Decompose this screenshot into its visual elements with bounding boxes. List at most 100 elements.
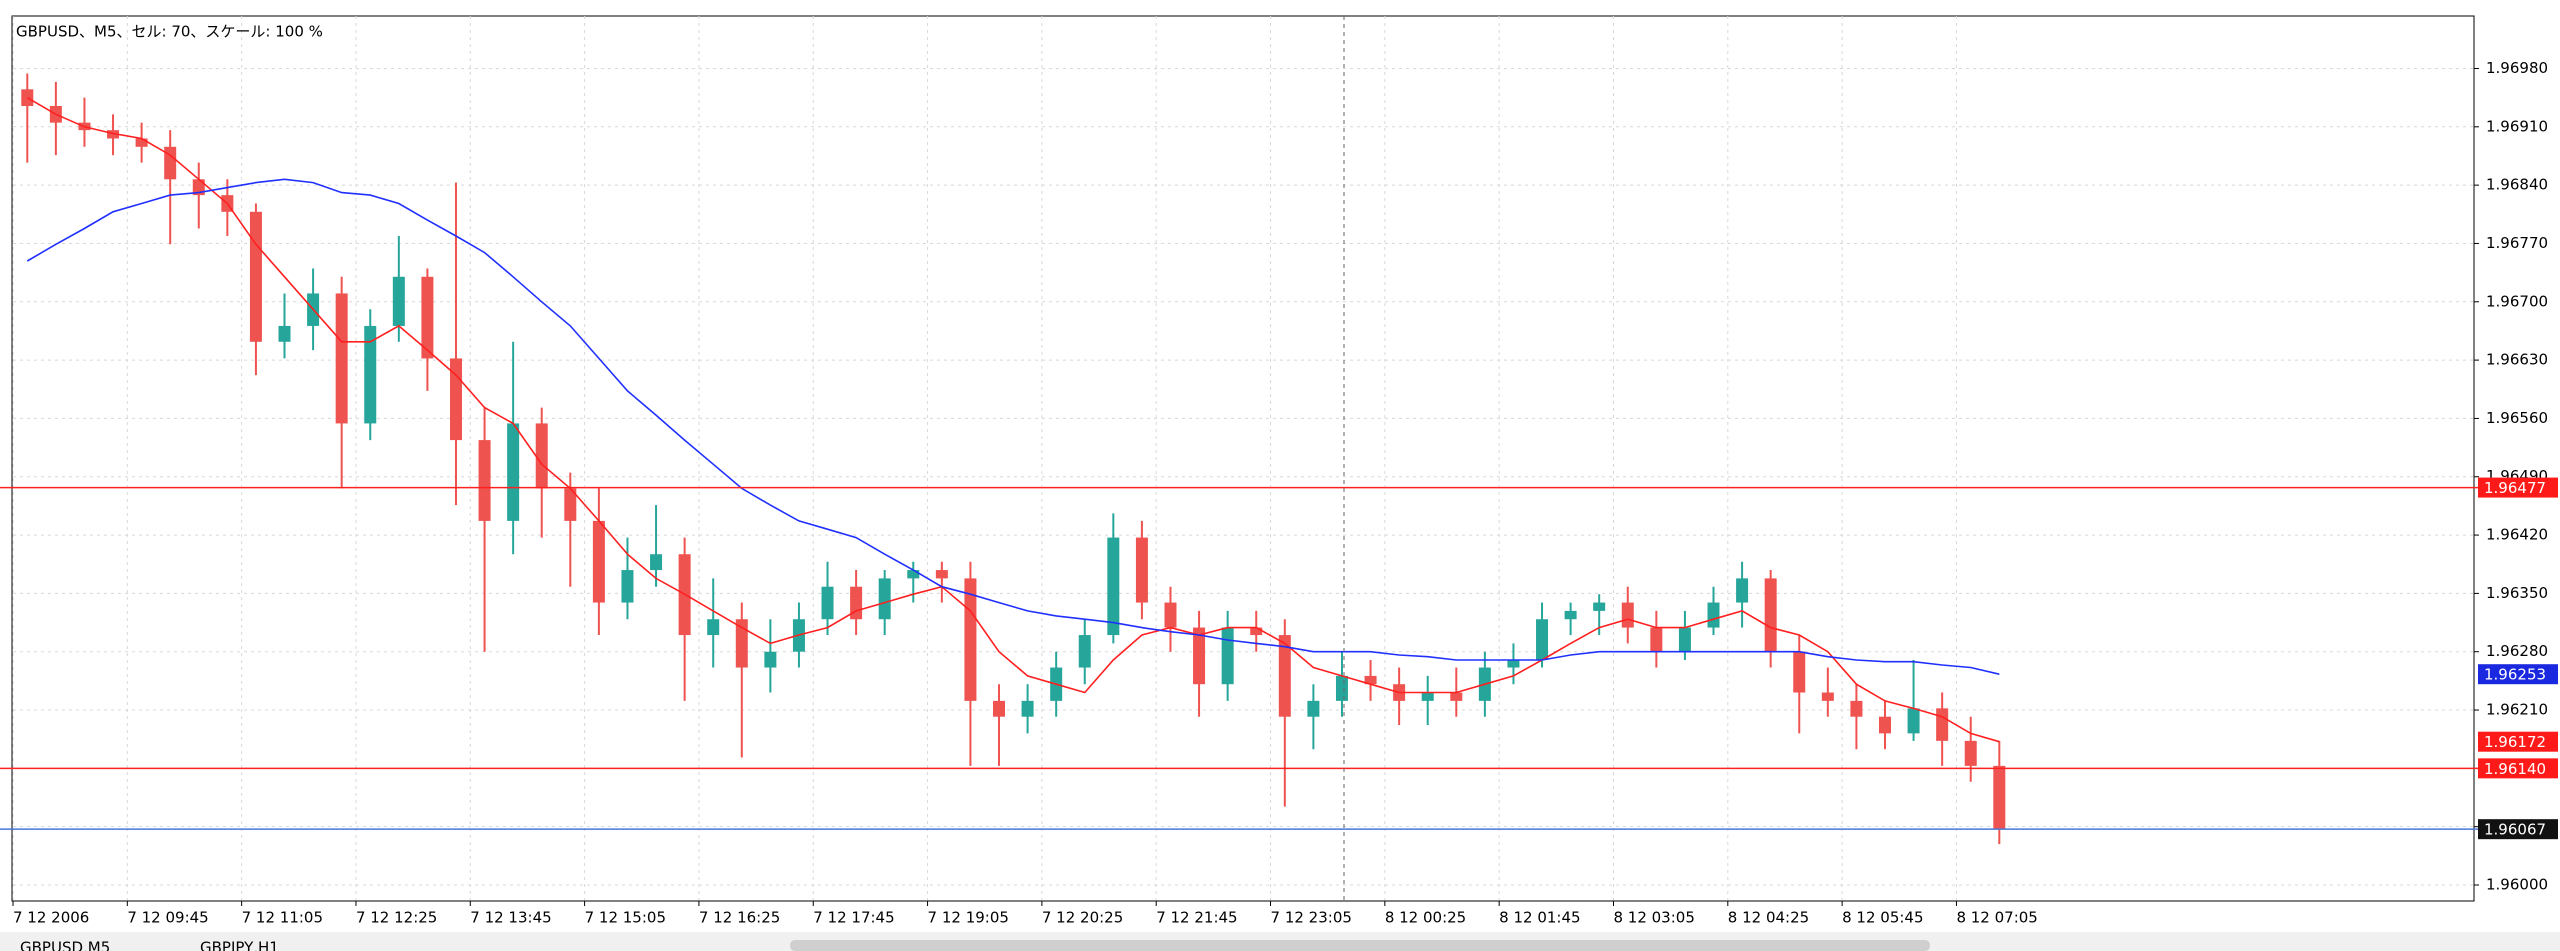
scrollbar[interactable]	[790, 940, 1930, 951]
candle-body	[1107, 537, 1120, 636]
candle-body	[1793, 651, 1806, 693]
candle-body	[592, 520, 605, 603]
candle-body	[907, 570, 920, 579]
candle-body	[1078, 635, 1091, 668]
y-tick-label: 1.96980	[2486, 59, 2548, 77]
y-tick-label: 1.96420	[2486, 526, 2548, 544]
candle-body	[1335, 675, 1348, 701]
candle-body	[392, 276, 405, 326]
price-tag	[2478, 664, 2558, 685]
candle-body	[764, 651, 777, 668]
candle-body	[850, 586, 863, 620]
price-tag	[2478, 731, 2558, 752]
candle-body	[1421, 692, 1434, 701]
candle-body	[1450, 692, 1463, 701]
x-tick-label: 7 12 17:45	[813, 909, 894, 927]
x-tick-label: 8 12 07:05	[1956, 909, 2037, 927]
candle-body	[164, 146, 177, 180]
x-tick-label: 8 12 00:25	[1385, 909, 1466, 927]
candle-body	[135, 138, 148, 147]
candle-body	[1135, 537, 1148, 603]
candle-body	[1964, 740, 1977, 766]
candle-body	[821, 586, 834, 620]
x-tick-label: 7 12 13:45	[470, 909, 551, 927]
candle-body	[192, 179, 205, 196]
candle-body	[1764, 578, 1777, 652]
x-tick-label: 7 12 19:05	[928, 909, 1009, 927]
x-tick-label: 7 12 16:25	[699, 909, 780, 927]
candle-body	[1021, 700, 1034, 717]
tab[interactable]: GBPUSD,M5	[20, 939, 110, 951]
y-tick-label: 1.96210	[2486, 701, 2548, 719]
candle-body	[1221, 627, 1234, 685]
candle-body	[564, 488, 577, 521]
x-tick-label: 8 12 03:05	[1613, 909, 1694, 927]
candle-body	[249, 211, 262, 342]
candle-body	[1821, 692, 1834, 701]
x-tick-label: 7 12 23:05	[1271, 909, 1352, 927]
price-tag	[2478, 758, 2558, 779]
y-tick-label: 1.96910	[2486, 117, 2548, 135]
candle-body	[1621, 602, 1634, 628]
x-tick-label: 7 12 2006	[13, 909, 89, 927]
price-tag-label: 1.96067	[2484, 821, 2546, 839]
candle-body	[278, 325, 291, 342]
y-tick-label: 1.96840	[2486, 176, 2548, 194]
candle-body	[1250, 627, 1263, 636]
x-tick-label: 7 12 09:45	[127, 909, 208, 927]
candle-body	[964, 578, 977, 701]
candle-body	[335, 293, 348, 424]
candle-body	[1707, 602, 1720, 628]
candle-body	[421, 276, 434, 359]
candle-body	[650, 554, 663, 571]
x-tick-label: 8 12 01:45	[1499, 909, 1580, 927]
y-tick-label: 1.96700	[2486, 292, 2548, 310]
candle-body	[735, 619, 748, 668]
price-tag	[2478, 819, 2558, 840]
candle-body	[1936, 708, 1949, 741]
candle-body	[1650, 627, 1663, 652]
price-tag-label: 1.96477	[2484, 479, 2546, 497]
plot-frame	[11, 15, 2475, 902]
candle-body	[535, 423, 548, 489]
candle-body	[1907, 708, 1920, 734]
candle-body	[707, 619, 720, 636]
price-tag	[2478, 477, 2558, 498]
candle-body	[1307, 700, 1320, 717]
x-tick-label: 7 12 11:05	[242, 909, 323, 927]
candle-body	[1164, 602, 1177, 628]
candle-body	[1736, 578, 1749, 603]
candle-body	[1564, 610, 1577, 620]
chart-title: GBPUSD、M5、セル: 70、スケール: 100 %	[16, 23, 323, 41]
x-tick-label: 8 12 04:25	[1728, 909, 1809, 927]
y-tick-label: 1.96000	[2486, 876, 2548, 894]
candle-body	[1878, 716, 1891, 734]
candle-body	[1364, 675, 1377, 685]
candle-body	[478, 440, 491, 521]
y-tick-label: 1.96560	[2486, 409, 2548, 427]
candle-body	[1536, 619, 1549, 661]
x-tick-label: 7 12 21:45	[1156, 909, 1237, 927]
candle-body	[621, 570, 634, 603]
price-tag-label: 1.96172	[2484, 733, 2546, 751]
y-tick-label: 1.96350	[2486, 584, 2548, 602]
tab[interactable]: GBPJPY,H1	[200, 939, 279, 951]
x-tick-label: 7 12 20:25	[1042, 909, 1123, 927]
candle-body	[878, 578, 891, 620]
moving-average-line	[26, 178, 2000, 675]
y-tick-label: 1.96630	[2486, 351, 2548, 369]
price-tag-label: 1.96140	[2484, 760, 2546, 778]
y-tick-label: 1.96770	[2486, 234, 2548, 252]
price-tag-label: 1.96253	[2484, 666, 2546, 684]
x-tick-label: 7 12 15:05	[585, 909, 666, 927]
moving-average-line	[26, 97, 2000, 743]
candle-body	[507, 423, 520, 521]
candle-body	[1678, 627, 1691, 652]
candle-body	[1593, 602, 1606, 611]
candle-body	[935, 570, 948, 579]
candle-body	[1278, 635, 1291, 717]
candle-body	[1507, 660, 1520, 668]
candle-body	[1993, 765, 2006, 830]
